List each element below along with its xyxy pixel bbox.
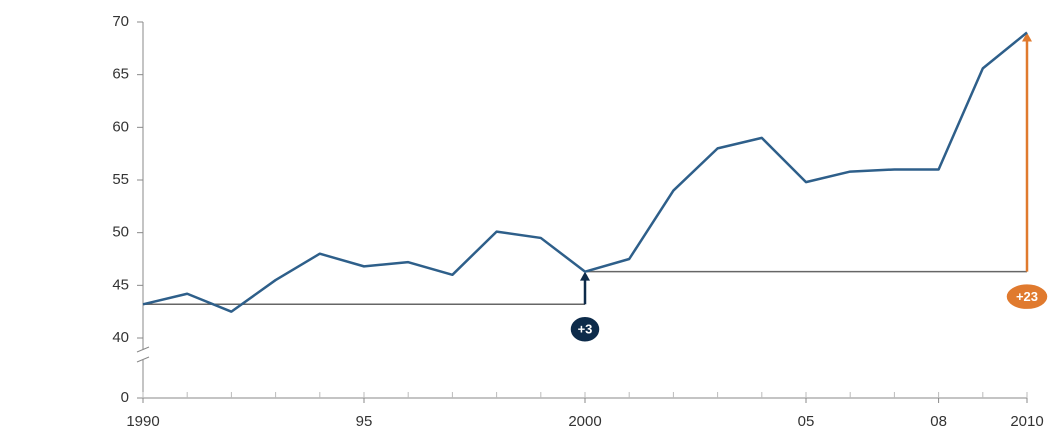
change-badge bbox=[1005, 282, 1049, 311]
x-tick-label: 95 bbox=[356, 413, 373, 430]
axis-break bbox=[136, 346, 150, 363]
y-tick-label: 45 bbox=[112, 276, 129, 293]
y-tick-label: 60 bbox=[112, 118, 129, 135]
data-line bbox=[142, 31, 1028, 313]
y-tick-label: 65 bbox=[112, 66, 129, 83]
x-tick-label: 2010 bbox=[1010, 413, 1043, 430]
y-tick-label: 40 bbox=[112, 329, 129, 346]
x-tick-label: 2000 bbox=[568, 413, 601, 430]
y-tick-label: 50 bbox=[112, 224, 129, 241]
y-tick-label: 70 bbox=[112, 13, 129, 30]
change-badge bbox=[569, 315, 601, 344]
change-label: +3 bbox=[578, 322, 593, 337]
y-tick-label: 0 bbox=[121, 389, 129, 406]
arrow-head bbox=[580, 271, 590, 281]
x-tick-label: 05 bbox=[798, 413, 815, 430]
arrow-head bbox=[1022, 32, 1032, 42]
change-label: +23 bbox=[1016, 289, 1038, 304]
y-tick-label: 55 bbox=[112, 171, 129, 188]
x-tick-label: 1990 bbox=[126, 413, 159, 430]
x-tick-label: 08 bbox=[930, 413, 947, 430]
